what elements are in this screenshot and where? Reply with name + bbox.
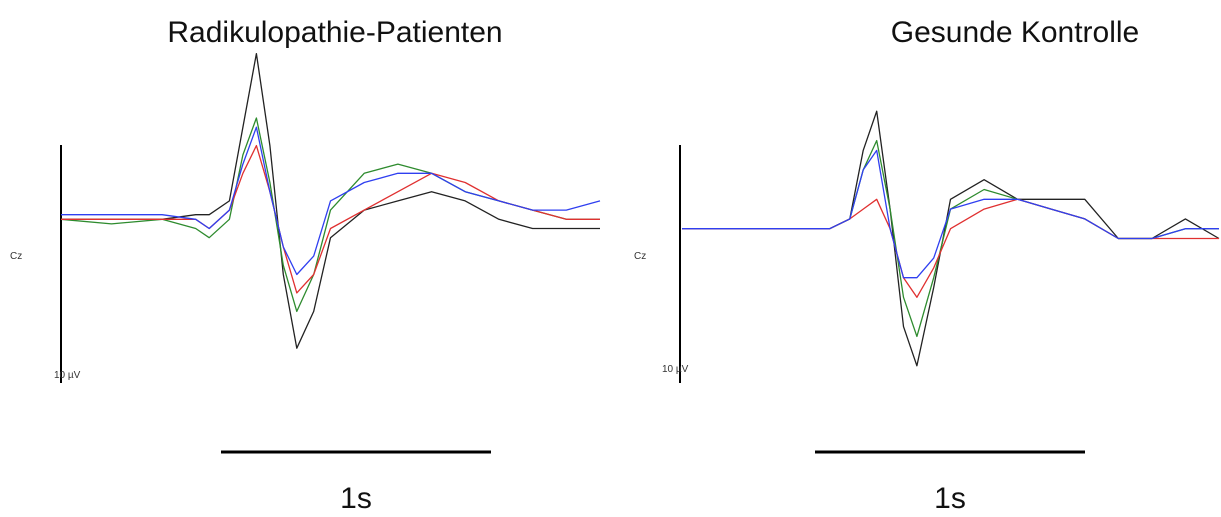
trace-blue bbox=[61, 126, 601, 276]
eeg-traces bbox=[60, 52, 601, 349]
panel-gesunde-kontrolle: Gesunde Kontrolle Cz 10 µV 1s bbox=[634, 16, 1220, 515]
amplitude-scale-label: 10 µV bbox=[54, 370, 81, 381]
eeg-traces bbox=[682, 110, 1220, 367]
time-scale-label: 1s bbox=[934, 482, 966, 515]
trace-red bbox=[61, 144, 600, 294]
panel-title: Gesunde Kontrolle bbox=[891, 16, 1140, 49]
panel-title: Radikulopathie-Patienten bbox=[167, 16, 502, 49]
trace-blue bbox=[682, 149, 1219, 279]
panel-radikulopathie: Radikulopathie-Patienten Cz 10 µV 1s bbox=[10, 16, 601, 515]
trace-red bbox=[682, 198, 1219, 298]
channel-label: Cz bbox=[634, 251, 646, 262]
time-scale-label: 1s bbox=[340, 482, 372, 515]
amplitude-scale-label: 10 µV bbox=[662, 364, 689, 375]
trace-black bbox=[61, 52, 600, 349]
channel-label: Cz bbox=[10, 251, 22, 262]
